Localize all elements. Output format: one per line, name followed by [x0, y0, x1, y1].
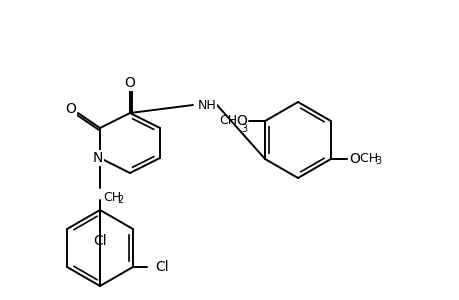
Text: ·CH: ·CH	[356, 152, 378, 164]
Text: O: O	[236, 114, 246, 128]
Text: 2: 2	[117, 195, 123, 205]
Text: O: O	[124, 76, 135, 90]
Text: 3: 3	[241, 124, 246, 134]
Text: Cl: Cl	[93, 234, 106, 248]
Text: 3: 3	[374, 156, 380, 166]
Text: CH: CH	[103, 191, 121, 204]
Text: O: O	[66, 102, 76, 116]
Text: N: N	[93, 151, 103, 165]
Text: Cl: Cl	[155, 260, 168, 274]
Text: O: O	[348, 152, 359, 166]
Text: NH: NH	[197, 98, 216, 112]
Text: CH: CH	[218, 113, 236, 127]
